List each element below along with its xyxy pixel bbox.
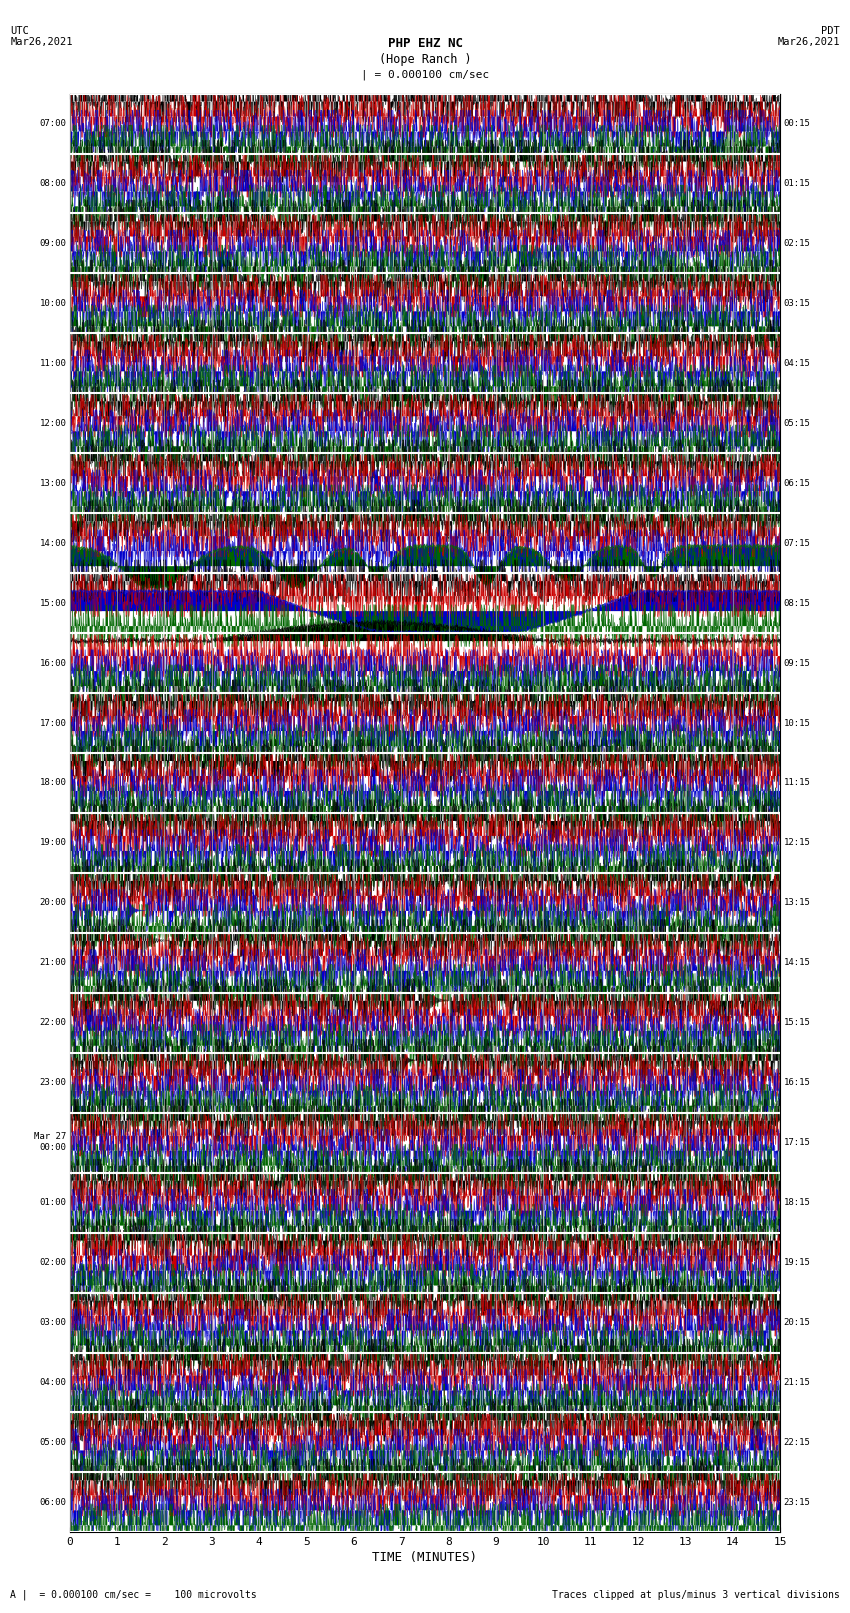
- Text: 02:15: 02:15: [784, 239, 811, 248]
- Text: 06:00: 06:00: [39, 1498, 66, 1507]
- Text: Traces clipped at plus/minus 3 vertical divisions: Traces clipped at plus/minus 3 vertical …: [552, 1590, 840, 1600]
- Text: 16:15: 16:15: [784, 1077, 811, 1087]
- Text: 03:15: 03:15: [784, 298, 811, 308]
- Text: Mar26,2021: Mar26,2021: [10, 37, 73, 47]
- Text: 12:00: 12:00: [39, 419, 66, 427]
- Text: 21:15: 21:15: [784, 1378, 811, 1387]
- Text: 19:00: 19:00: [39, 839, 66, 847]
- Text: 11:15: 11:15: [784, 779, 811, 787]
- Text: 00:00: 00:00: [39, 1144, 66, 1152]
- Text: 14:00: 14:00: [39, 539, 66, 548]
- Text: 05:00: 05:00: [39, 1437, 66, 1447]
- Text: 01:00: 01:00: [39, 1198, 66, 1207]
- Text: Mar26,2021: Mar26,2021: [777, 37, 840, 47]
- Text: 22:00: 22:00: [39, 1018, 66, 1027]
- Text: 23:15: 23:15: [784, 1498, 811, 1507]
- Text: 15:15: 15:15: [784, 1018, 811, 1027]
- Text: 19:15: 19:15: [784, 1258, 811, 1268]
- Text: 12:15: 12:15: [784, 839, 811, 847]
- Text: PHP EHZ NC: PHP EHZ NC: [388, 37, 462, 50]
- Text: 09:15: 09:15: [784, 658, 811, 668]
- Text: 15:00: 15:00: [39, 598, 66, 608]
- Text: 07:00: 07:00: [39, 119, 66, 127]
- Text: 20:00: 20:00: [39, 898, 66, 908]
- Text: 02:00: 02:00: [39, 1258, 66, 1268]
- Text: 08:00: 08:00: [39, 179, 66, 189]
- Text: 20:15: 20:15: [784, 1318, 811, 1327]
- Text: 13:00: 13:00: [39, 479, 66, 487]
- Text: 16:00: 16:00: [39, 658, 66, 668]
- Text: 23:00: 23:00: [39, 1077, 66, 1087]
- Text: 04:00: 04:00: [39, 1378, 66, 1387]
- Text: PDT: PDT: [821, 26, 840, 35]
- Text: 08:15: 08:15: [784, 598, 811, 608]
- Text: Mar 27: Mar 27: [34, 1132, 66, 1140]
- Text: 18:00: 18:00: [39, 779, 66, 787]
- Text: 18:15: 18:15: [784, 1198, 811, 1207]
- Text: UTC: UTC: [10, 26, 29, 35]
- Text: 17:00: 17:00: [39, 718, 66, 727]
- Text: | = 0.000100 cm/sec: | = 0.000100 cm/sec: [361, 69, 489, 81]
- Text: 06:15: 06:15: [784, 479, 811, 487]
- Text: 09:00: 09:00: [39, 239, 66, 248]
- Text: 10:15: 10:15: [784, 718, 811, 727]
- Text: A |  = 0.000100 cm/sec =    100 microvolts: A | = 0.000100 cm/sec = 100 microvolts: [10, 1589, 257, 1600]
- Text: 07:15: 07:15: [784, 539, 811, 548]
- Text: 14:15: 14:15: [784, 958, 811, 968]
- Text: 05:15: 05:15: [784, 419, 811, 427]
- Text: 03:00: 03:00: [39, 1318, 66, 1327]
- Text: 00:15: 00:15: [784, 119, 811, 127]
- Text: 11:00: 11:00: [39, 358, 66, 368]
- Text: 21:00: 21:00: [39, 958, 66, 968]
- Text: (Hope Ranch ): (Hope Ranch ): [379, 53, 471, 66]
- Text: 22:15: 22:15: [784, 1437, 811, 1447]
- X-axis label: TIME (MINUTES): TIME (MINUTES): [372, 1552, 478, 1565]
- Text: 10:00: 10:00: [39, 298, 66, 308]
- Text: 01:15: 01:15: [784, 179, 811, 189]
- Text: 17:15: 17:15: [784, 1139, 811, 1147]
- Text: 04:15: 04:15: [784, 358, 811, 368]
- Text: 13:15: 13:15: [784, 898, 811, 908]
